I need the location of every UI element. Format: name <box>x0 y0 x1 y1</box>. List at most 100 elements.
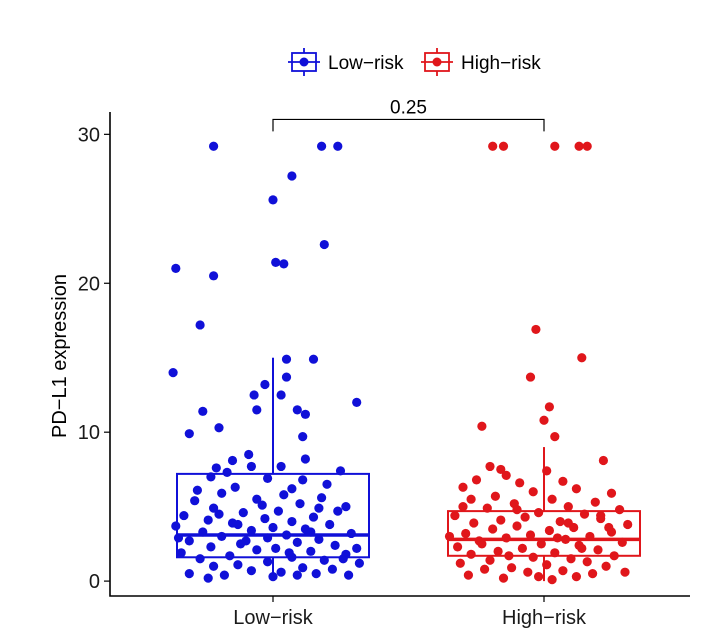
point-0-106 <box>214 509 224 519</box>
point-0-35 <box>298 475 308 485</box>
point-0-27 <box>244 449 254 460</box>
point-1-58 <box>493 546 503 556</box>
point-0-88 <box>276 567 286 577</box>
point-0-81 <box>263 557 273 567</box>
legend-key-dot-0 <box>299 57 309 67</box>
legend-key-1 <box>421 48 453 76</box>
point-1-73 <box>588 569 598 579</box>
point-1-20 <box>458 482 468 492</box>
y-tick-label-10: 10 <box>78 422 100 444</box>
point-0-11 <box>281 354 292 364</box>
point-0-5 <box>319 239 329 250</box>
point-1-69 <box>507 563 517 573</box>
point-0-56 <box>325 519 335 530</box>
point-0-57 <box>171 521 181 531</box>
point-1-40 <box>623 519 633 530</box>
points-layer <box>168 141 633 585</box>
point-0-44 <box>295 499 305 509</box>
point-0-82 <box>354 558 364 568</box>
point-0-52 <box>260 513 270 524</box>
point-0-58 <box>268 522 278 533</box>
point-1-32 <box>534 508 544 518</box>
point-0-75 <box>176 548 186 558</box>
point-0-67 <box>184 536 194 546</box>
point-0-84 <box>209 561 219 571</box>
point-1-81 <box>604 522 614 533</box>
point-1-66 <box>455 558 465 568</box>
point-1-55 <box>453 542 463 552</box>
point-0-3 <box>287 171 297 181</box>
point-1-6 <box>577 353 587 363</box>
box-1 <box>447 447 641 582</box>
point-1-68 <box>601 561 611 571</box>
point-1-87 <box>596 510 606 521</box>
point-0-50 <box>179 510 189 521</box>
point-1-15 <box>501 470 511 480</box>
point-0-2 <box>333 141 343 151</box>
legend-item-1: High−risk <box>421 48 541 76</box>
point-1-26 <box>466 494 476 504</box>
point-0-6 <box>171 263 181 273</box>
point-0-90 <box>311 569 321 579</box>
legend-item-0: Low−risk <box>288 48 404 76</box>
point-1-56 <box>517 543 528 553</box>
point-0-40 <box>279 490 289 500</box>
point-0-73 <box>252 545 262 555</box>
point-1-23 <box>606 488 617 498</box>
point-0-37 <box>230 482 240 492</box>
axis-lines <box>109 112 690 597</box>
point-0-93 <box>203 573 213 583</box>
point-1-17 <box>471 475 482 485</box>
point-0-99 <box>352 543 362 553</box>
point-0-14 <box>281 372 292 382</box>
y-tick-label-30: 30 <box>78 124 100 146</box>
point-0-83 <box>233 560 243 570</box>
point-1-27 <box>590 497 600 507</box>
point-0-0 <box>209 141 219 151</box>
point-1-35 <box>520 512 530 522</box>
boxes-layer <box>176 357 641 582</box>
point-0-89 <box>184 569 194 579</box>
point-0-51 <box>308 512 319 522</box>
point-1-9 <box>539 415 549 425</box>
point-1-3 <box>574 141 584 151</box>
point-1-11 <box>550 432 560 442</box>
point-0-7 <box>271 257 281 268</box>
point-0-39 <box>217 488 227 498</box>
point-0-74 <box>306 546 316 556</box>
point-0-21 <box>198 406 208 416</box>
point-0-16 <box>249 390 259 400</box>
point-1-79 <box>534 572 544 582</box>
point-0-46 <box>209 503 219 513</box>
point-1-60 <box>466 549 476 559</box>
point-0-19 <box>292 405 302 415</box>
point-0-102 <box>241 536 251 546</box>
point-1-5 <box>531 324 541 335</box>
bracket-line <box>272 118 545 132</box>
point-0-79 <box>195 554 205 564</box>
point-1-10 <box>477 421 487 431</box>
point-0-9 <box>209 271 219 281</box>
point-1-29 <box>563 502 573 512</box>
x-tick-label-1: High−risk <box>502 607 587 629</box>
axes: 0 10 20 30 Low−risk High−risk <box>78 112 690 629</box>
point-1-80 <box>477 539 487 549</box>
point-1-53 <box>536 539 546 549</box>
point-1-76 <box>498 573 509 583</box>
y-axis-title: PD−L1 expression <box>49 274 71 438</box>
point-0-87 <box>246 566 256 576</box>
point-0-38 <box>287 484 297 494</box>
y-tick-label-0: 0 <box>89 571 100 593</box>
point-0-71 <box>206 542 216 552</box>
point-1-7 <box>525 372 536 382</box>
point-1-44 <box>544 525 555 536</box>
point-1-78 <box>620 567 630 577</box>
point-1-71 <box>558 566 568 576</box>
point-1-24 <box>490 491 500 501</box>
point-1-34 <box>450 510 460 521</box>
point-0-66 <box>314 534 324 545</box>
point-1-57 <box>593 545 603 555</box>
point-1-64 <box>485 555 495 565</box>
point-0-10 <box>195 320 205 330</box>
point-0-12 <box>308 354 319 364</box>
